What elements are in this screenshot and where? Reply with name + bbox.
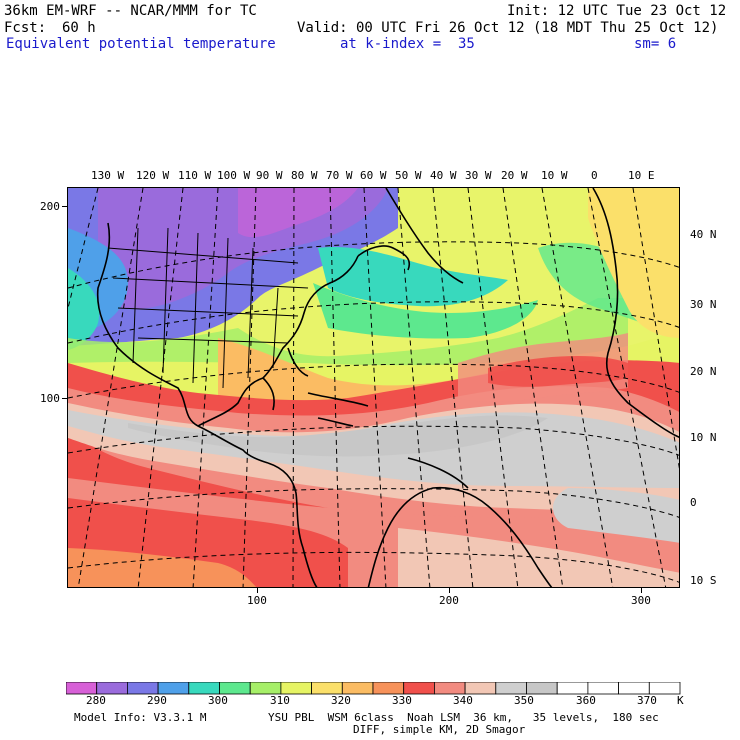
lon-label: 10 W bbox=[541, 169, 568, 182]
legend-bar bbox=[65, 681, 681, 695]
theta-e-map bbox=[67, 187, 680, 588]
legend-label: 280 bbox=[86, 694, 106, 707]
gray-se bbox=[553, 488, 679, 543]
y-axis-tick bbox=[62, 398, 67, 399]
lon-label: 100 W bbox=[217, 169, 251, 182]
legend-swatch bbox=[526, 681, 558, 695]
lon-label: 90 W bbox=[256, 169, 283, 182]
teal-band-2 bbox=[68, 268, 100, 350]
lon-label: 120 W bbox=[136, 169, 170, 182]
state-borders bbox=[107, 227, 309, 389]
field-name: Equivalent potential temperature bbox=[6, 36, 276, 52]
legend-label: 330 bbox=[392, 694, 412, 707]
legend-label: 360 bbox=[576, 694, 596, 707]
model-title: 36km EM-WRF -- NCAR/MMM for TC bbox=[4, 3, 257, 19]
green-atlantic bbox=[313, 283, 538, 339]
lon-label: 20 W bbox=[501, 169, 528, 182]
legend-swatch bbox=[464, 681, 497, 695]
cold-core bbox=[98, 188, 388, 309]
forecast-label: Fcst: bbox=[4, 20, 47, 36]
model-info: Model Info: V3.3.1 M bbox=[74, 711, 207, 724]
coldest-core bbox=[238, 188, 358, 238]
lat-label: 10 S bbox=[690, 574, 717, 587]
x-axis-tick bbox=[449, 588, 450, 593]
legend-swatch bbox=[495, 681, 527, 695]
red-plume bbox=[488, 356, 628, 387]
dark-gray-core bbox=[128, 415, 548, 457]
lon-label: 110 W bbox=[178, 169, 212, 182]
y-axis-label: 100 bbox=[40, 392, 60, 405]
orange-sw bbox=[68, 548, 257, 587]
legend-swatch bbox=[219, 681, 251, 695]
legend-swatch bbox=[433, 681, 466, 695]
legend-swatch bbox=[403, 681, 435, 695]
physics-info: YSU PBL WSM 6class Noah LSM 36 km, 35 le… bbox=[268, 711, 659, 724]
y-axis-tick bbox=[62, 206, 67, 207]
legend-swatch bbox=[96, 681, 128, 695]
init-time: Init: 12 UTC Tue 23 Oct 12 bbox=[507, 3, 727, 19]
legend-swatch bbox=[618, 681, 650, 695]
coastlines bbox=[96, 188, 679, 587]
graticule bbox=[68, 188, 679, 587]
lon-label: 70 W bbox=[326, 169, 353, 182]
level-info: at k-index = 35 bbox=[340, 36, 475, 52]
forecast-hours: 60 h bbox=[62, 20, 96, 36]
legend-label: 320 bbox=[331, 694, 351, 707]
legend-swatch bbox=[372, 681, 405, 695]
x-axis-label: 100 bbox=[247, 594, 267, 607]
lon-label: 60 W bbox=[360, 169, 387, 182]
lon-label: 0 bbox=[591, 169, 598, 182]
legend-swatch bbox=[127, 681, 159, 695]
y-axis-label: 200 bbox=[40, 200, 60, 213]
legend-label: 370 bbox=[637, 694, 657, 707]
x-axis-label: 300 bbox=[631, 594, 651, 607]
legend-label: 340 bbox=[453, 694, 473, 707]
legend-label: 310 bbox=[270, 694, 290, 707]
legend-swatch bbox=[587, 681, 620, 695]
legend-swatch bbox=[188, 681, 220, 695]
legend-swatch bbox=[556, 681, 589, 695]
lat-label: 40 N bbox=[690, 228, 717, 241]
legend-swatch bbox=[157, 681, 190, 695]
lon-label: 30 W bbox=[465, 169, 492, 182]
x-axis-tick bbox=[641, 588, 642, 593]
teal-atlantic bbox=[318, 247, 508, 307]
diffusion-info: DIFF, simple KM, 2D Smagor bbox=[353, 723, 526, 736]
legend-swatch bbox=[311, 681, 343, 695]
legend-swatch bbox=[249, 681, 282, 695]
lon-label: 10 E bbox=[628, 169, 655, 182]
legend-label: 290 bbox=[147, 694, 167, 707]
legend-swatch bbox=[341, 681, 374, 695]
legend-label: 350 bbox=[514, 694, 534, 707]
x-axis-tick bbox=[257, 588, 258, 593]
lon-label: 80 W bbox=[291, 169, 318, 182]
lat-label: 20 N bbox=[690, 365, 717, 378]
lon-label: 50 W bbox=[395, 169, 422, 182]
legend-unit: K bbox=[677, 694, 684, 707]
lon-label: 130 W bbox=[91, 169, 125, 182]
smoothing-info: sm= 6 bbox=[634, 36, 677, 52]
legend-swatch bbox=[280, 681, 312, 695]
lat-label: 10 N bbox=[690, 431, 717, 444]
legend-swatch bbox=[65, 681, 98, 695]
legend-swatch bbox=[648, 681, 681, 695]
color-legend bbox=[65, 681, 686, 700]
legend-label: 300 bbox=[208, 694, 228, 707]
lon-label: 40 W bbox=[430, 169, 457, 182]
lat-label: 0 bbox=[690, 496, 697, 509]
lat-label: 30 N bbox=[690, 298, 717, 311]
valid-time: Valid: 00 UTC Fri 26 Oct 12 (18 MDT Thu … bbox=[297, 20, 719, 36]
x-axis-label: 200 bbox=[439, 594, 459, 607]
orange-east bbox=[588, 188, 679, 338]
